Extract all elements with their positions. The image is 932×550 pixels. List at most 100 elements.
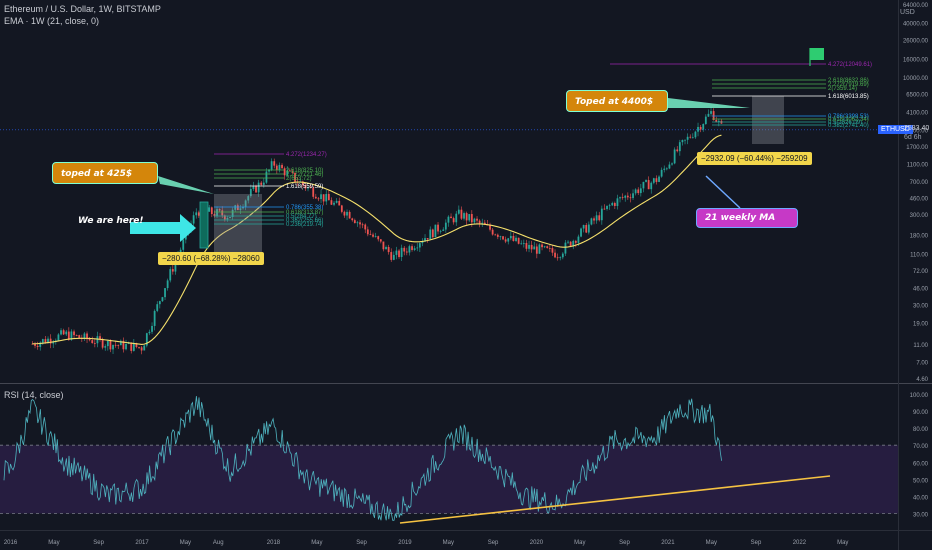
candle-body-216: [593, 218, 595, 221]
candle-body-111: [320, 194, 322, 200]
candle-body-64: [197, 212, 200, 216]
candle-body-157: [439, 230, 442, 232]
candle-body-24: [93, 343, 96, 344]
candle-body-163: [455, 213, 458, 223]
price-tick-20: 7.00: [916, 361, 928, 367]
candle-body-187: [517, 237, 520, 244]
ema-legend[interactable]: EMA · 1W (21, close, 0): [4, 16, 100, 26]
candle-body-233: [637, 189, 640, 194]
candle-body-4: [41, 339, 44, 343]
candle-body-5: [44, 339, 47, 343]
candle-body-0: [31, 343, 34, 345]
candle-body-109: [314, 196, 317, 199]
candle-body-13: [65, 331, 68, 335]
candle-body-145: [408, 246, 411, 253]
candle-body-162: [452, 218, 455, 223]
we-are-here-marker: [199, 201, 209, 249]
candle-body-42: [140, 347, 143, 351]
candle-body-11: [60, 330, 62, 335]
candle-body-199: [548, 248, 551, 249]
candle-body-93: [273, 161, 276, 166]
fib-2017-label-2: 2.272(721.46): [286, 172, 323, 178]
candle-body-200: [551, 248, 554, 253]
price-tick-19: 11.00: [913, 343, 928, 349]
candle-body-224: [613, 203, 616, 206]
candle-body-135: [382, 241, 385, 250]
fib-2017-label-9: 0.236(219.74): [286, 222, 323, 228]
candle-body-58: [182, 239, 185, 250]
candle-body-255: [694, 131, 697, 138]
candle-body-29: [106, 340, 109, 347]
ema-line: [32, 134, 722, 345]
candle-body-245: [668, 164, 671, 169]
rsi-tick-4: 60.00: [913, 461, 929, 467]
candle-body-202: [556, 257, 559, 259]
candle-body-20: [83, 333, 86, 339]
fib-2017-label-8: 0.382(255.66): [286, 218, 323, 224]
candle-body-96: [281, 164, 283, 169]
candle-body-77: [231, 209, 234, 218]
candle-body-41: [138, 346, 140, 348]
candle-body-141: [398, 250, 400, 257]
candle-body-259: [704, 116, 707, 125]
candle-body-174: [483, 222, 486, 225]
candle-body-62: [192, 215, 195, 224]
fib-2017-label-6: 0.618(313.87): [286, 210, 323, 216]
price-tick-16: 46.00: [913, 287, 929, 293]
candle-body-45: [148, 331, 151, 334]
symbol-legend[interactable]: Ethereum / U.S. Dollar, 1W, BITSTAMP: [4, 4, 161, 14]
candle-body-31: [112, 344, 114, 350]
candle-body-146: [411, 246, 413, 250]
candle-body-131: [372, 234, 374, 237]
time-tick-5: Aug: [213, 540, 224, 546]
candle-body-148: [416, 247, 419, 249]
fib-2017-label-5: 0.786(355.38): [286, 205, 323, 211]
candle-body-213: [585, 225, 588, 233]
candle-body-178: [494, 234, 497, 236]
candle-body-98: [286, 170, 289, 176]
candle-body-23: [91, 340, 94, 344]
candle-body-105: [304, 184, 307, 189]
candle-body-47: [153, 310, 156, 326]
candle-body-94: [275, 165, 278, 170]
candle-body-251: [684, 139, 686, 141]
candle-body-241: [658, 176, 660, 182]
candle-body-179: [496, 234, 499, 237]
fib-2021-label-1: 2.618(8632.86): [828, 78, 869, 84]
candle-body-256: [697, 126, 699, 132]
fib-2017-label-7: 0.5(284.77): [286, 214, 317, 220]
price-tick-1: 40000.00: [903, 21, 929, 27]
price-tick-14: 110.00: [910, 253, 929, 259]
rsi-tick-2: 80.00: [913, 427, 929, 433]
price-tick-9: 1100.00: [907, 162, 929, 168]
price-tick-21: 4.60: [916, 377, 928, 383]
candle-body-252: [686, 136, 689, 140]
time-tick-4: May: [180, 540, 191, 546]
price-tick-0: 64000.00: [903, 3, 929, 9]
price-tick-3: 16000.00: [903, 57, 929, 63]
candle-body-209: [574, 240, 577, 243]
candle-body-89: [262, 182, 265, 185]
candle-body-229: [626, 195, 629, 198]
candle-body-73: [221, 210, 224, 216]
candle-body-25: [96, 336, 99, 344]
candle-body-154: [431, 229, 434, 238]
candle-body-63: [195, 212, 198, 216]
candle-body-126: [359, 222, 361, 225]
rsi-legend[interactable]: RSI (14, close): [4, 390, 64, 400]
fib-2021-label-0: 4.272(12049.61): [828, 62, 872, 68]
current-price-symbol: ETHUSD: [878, 125, 913, 134]
fib-2021-label-2: 2.272(7919.69): [828, 82, 869, 88]
time-tick-19: May: [837, 540, 848, 546]
candle-body-34: [119, 340, 122, 346]
candle-body-155: [434, 224, 437, 238]
ma-label-box: 21 weekly MA: [696, 208, 798, 228]
candle-body-234: [639, 188, 642, 194]
candle-body-50: [161, 297, 164, 302]
candle-body-39: [132, 343, 135, 351]
candle-body-32: [114, 344, 117, 346]
candle-body-262: [712, 111, 715, 121]
candle-body-99: [288, 170, 291, 172]
candle-body-117: [335, 200, 338, 203]
